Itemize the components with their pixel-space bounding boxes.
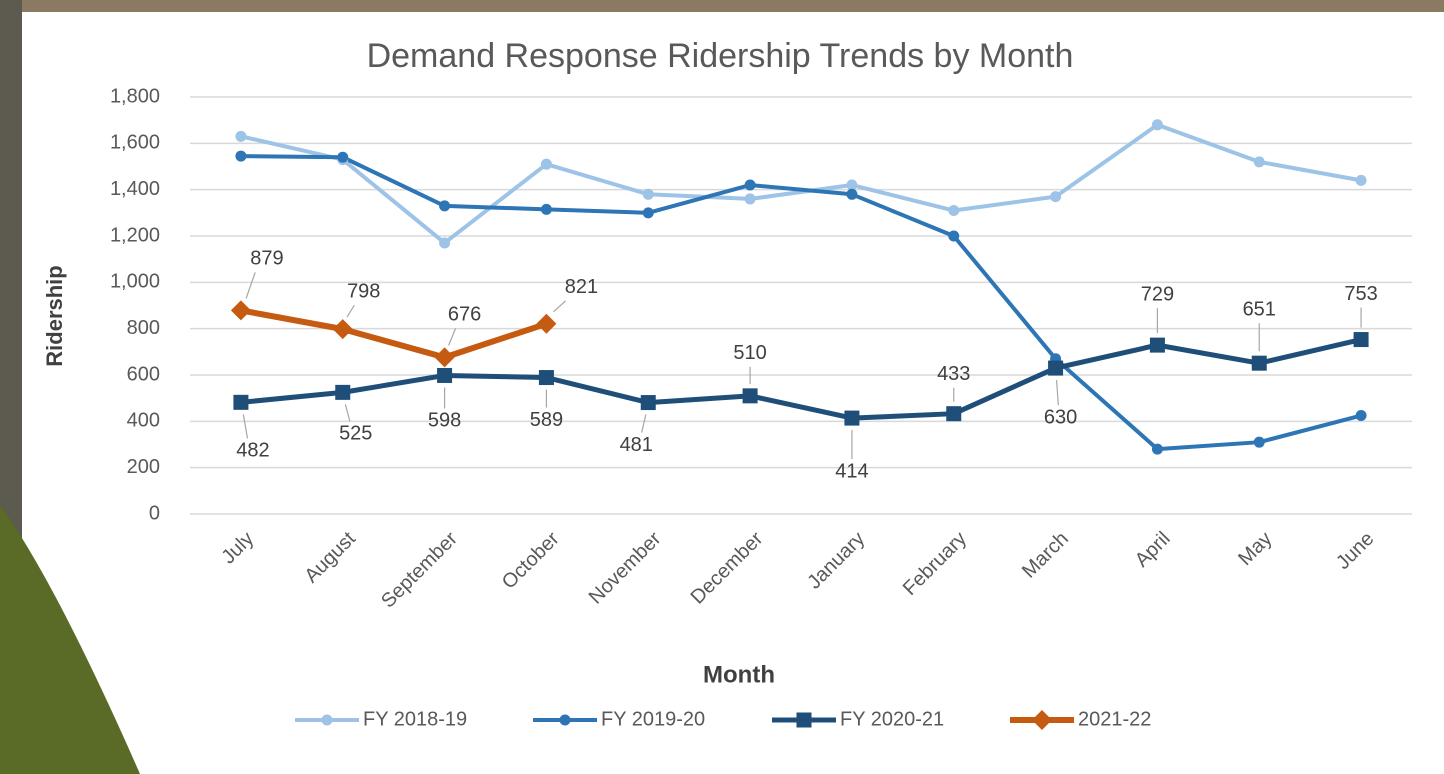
data-label: 753 bbox=[1344, 283, 1377, 305]
y-tick-label: 200 bbox=[127, 456, 160, 478]
data-point bbox=[235, 131, 246, 142]
data-point bbox=[1150, 338, 1164, 352]
legend-label: 2021-22 bbox=[1078, 708, 1151, 730]
y-tick-label: 1,200 bbox=[110, 224, 160, 246]
data-label: 879 bbox=[250, 248, 283, 270]
chart-area bbox=[22, 12, 1444, 774]
data-point bbox=[1356, 175, 1367, 186]
chart-title: Demand Response Ridership Trends by Mont… bbox=[367, 37, 1074, 75]
data-point bbox=[539, 371, 553, 385]
data-label: 651 bbox=[1243, 298, 1276, 320]
legend-label: FY 2020-21 bbox=[840, 708, 944, 730]
data-label: 525 bbox=[339, 423, 372, 445]
data-point bbox=[541, 204, 552, 215]
data-label: 589 bbox=[530, 409, 563, 431]
data-point bbox=[641, 396, 655, 410]
data-point bbox=[1152, 444, 1163, 455]
data-point bbox=[745, 193, 756, 204]
data-point bbox=[1152, 119, 1163, 130]
data-point bbox=[845, 411, 859, 425]
chart: Demand Response Ridership Trends by Mont… bbox=[0, 0, 1444, 774]
data-point bbox=[234, 395, 248, 409]
y-tick-label: 600 bbox=[127, 363, 160, 385]
legend-marker bbox=[322, 715, 333, 726]
data-point bbox=[1252, 356, 1266, 370]
data-label: 481 bbox=[620, 434, 653, 456]
y-tick-label: 0 bbox=[149, 502, 160, 524]
data-point bbox=[1254, 437, 1265, 448]
data-point bbox=[643, 207, 654, 218]
data-point bbox=[439, 200, 450, 211]
page: Demand Response Ridership Trends by Mont… bbox=[0, 0, 1444, 774]
x-axis-label: Month bbox=[703, 661, 775, 688]
data-point bbox=[948, 205, 959, 216]
y-axis-label: Ridership bbox=[42, 265, 67, 366]
data-label: 729 bbox=[1141, 283, 1174, 305]
data-label: 798 bbox=[347, 280, 380, 302]
data-label: 414 bbox=[835, 460, 868, 482]
legend-label: FY 2018-19 bbox=[363, 708, 467, 730]
data-point bbox=[846, 189, 857, 200]
data-point bbox=[1049, 361, 1063, 375]
y-tick-label: 1,600 bbox=[110, 132, 160, 154]
y-tick-label: 1,400 bbox=[110, 178, 160, 200]
data-label: 630 bbox=[1044, 406, 1077, 428]
data-point bbox=[337, 152, 348, 163]
data-point bbox=[948, 231, 959, 242]
legend-label: FY 2019-20 bbox=[601, 708, 705, 730]
data-point bbox=[541, 159, 552, 170]
data-point bbox=[643, 189, 654, 200]
data-label: 510 bbox=[733, 342, 766, 364]
data-label: 676 bbox=[448, 304, 481, 326]
data-label: 482 bbox=[236, 440, 269, 462]
data-label: 598 bbox=[428, 410, 461, 432]
data-point bbox=[438, 368, 452, 382]
data-point bbox=[1254, 156, 1265, 167]
legend-marker bbox=[560, 715, 571, 726]
data-point bbox=[947, 407, 961, 421]
data-point bbox=[745, 180, 756, 191]
y-tick-label: 800 bbox=[127, 317, 160, 339]
data-point bbox=[1050, 191, 1061, 202]
data-point bbox=[743, 389, 757, 403]
y-tick-label: 1,800 bbox=[110, 85, 160, 107]
data-point bbox=[439, 237, 450, 248]
legend-marker bbox=[797, 713, 811, 727]
y-tick-label: 1,000 bbox=[110, 271, 160, 293]
data-point bbox=[1354, 333, 1368, 347]
data-point bbox=[1356, 410, 1367, 421]
data-label: 433 bbox=[937, 363, 970, 385]
y-tick-label: 400 bbox=[127, 410, 160, 432]
data-label: 821 bbox=[565, 276, 598, 298]
data-point bbox=[336, 385, 350, 399]
data-point bbox=[235, 151, 246, 162]
